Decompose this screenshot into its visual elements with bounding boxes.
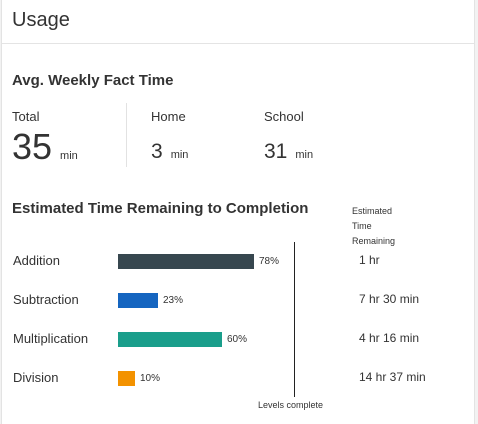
category-label-division: Division: [13, 370, 59, 385]
category-label-subtraction: Subtraction: [13, 292, 79, 307]
total-value: 35 min: [12, 126, 78, 168]
percent-label-subtraction: 23%: [163, 295, 184, 306]
card-header: Usage: [2, 0, 474, 44]
weekly-fact-time-title: Avg. Weekly Fact Time: [12, 72, 174, 89]
school-label: School: [264, 109, 304, 124]
school-unit: min: [295, 149, 314, 161]
home-value: 3 min: [151, 140, 188, 164]
home-unit: min: [170, 149, 189, 161]
bar-multiplication: [118, 332, 222, 347]
completion-title: Estimated Time Remaining to Completion: [12, 200, 309, 217]
school-value: 31 min: [264, 140, 313, 164]
stats-divider: [126, 103, 127, 167]
remaining-time-division: 14 hr 37 min: [359, 370, 426, 384]
remaining-time-addition: 1 hr: [359, 253, 380, 267]
school-number: 31: [264, 140, 288, 163]
total-label: Total: [12, 109, 40, 124]
home-label: Home: [151, 109, 186, 124]
category-label-addition: Addition: [13, 253, 60, 268]
bar-subtraction: [118, 293, 158, 308]
percent-label-multiplication: 60%: [227, 334, 248, 345]
category-label-multiplication: Multiplication: [13, 331, 89, 346]
bar-addition: [118, 254, 254, 269]
levels-complete-axis: [294, 242, 295, 397]
percent-label-division: 10%: [140, 373, 161, 384]
total-number: 35: [12, 126, 53, 167]
remaining-column-header: Estimated Time Remaining: [352, 206, 396, 246]
page-title: Usage: [12, 9, 70, 31]
percent-label-addition: 78%: [259, 256, 280, 267]
levels-complete-axis-label: Levels complete: [258, 400, 324, 410]
home-number: 3: [151, 140, 163, 163]
remaining-time-multiplication: 4 hr 16 min: [359, 331, 420, 345]
bar-division: [118, 371, 135, 386]
total-unit: min: [60, 150, 78, 162]
remaining-time-subtraction: 7 hr 30 min: [359, 292, 420, 306]
